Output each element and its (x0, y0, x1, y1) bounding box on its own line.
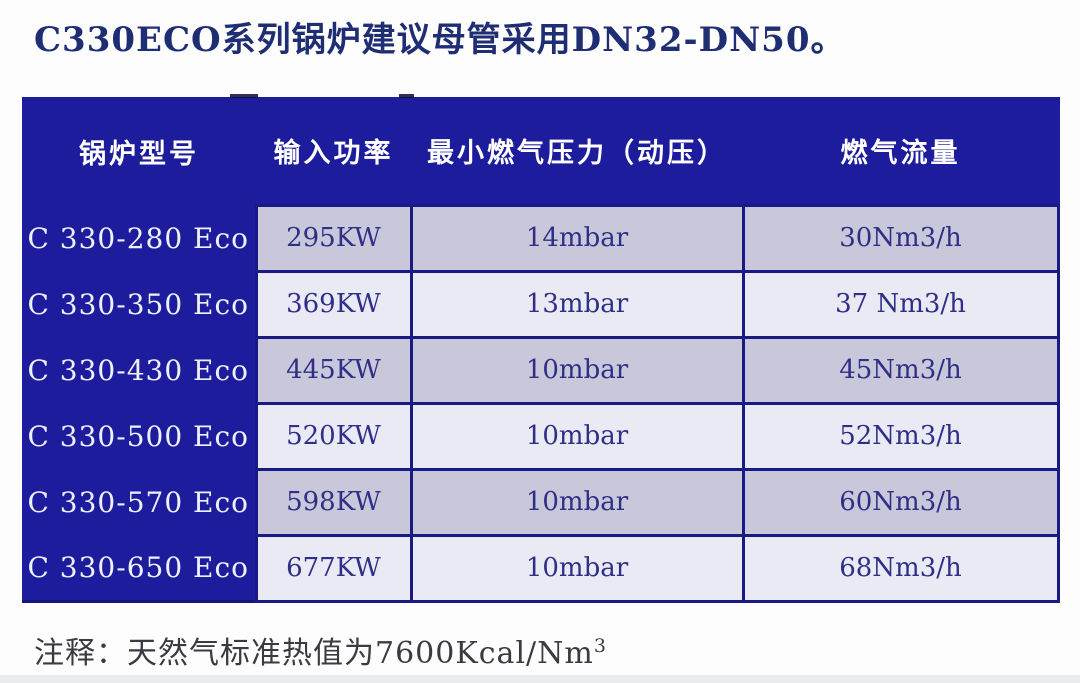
model-cell: C 330-350 Eco (27, 287, 250, 321)
table-row: C 330-650 Eco 677KW 10mbar 68Nm3/h (22, 533, 1060, 603)
page-title: C330ECO系列锅炉建议母管采用DN32-DN50。 (34, 20, 846, 60)
table-row: C 330-500 Eco 520KW 10mbar 52Nm3/h (22, 401, 1060, 471)
model-cell: C 330-280 Eco (27, 221, 250, 255)
power-cell: 445KW (254, 335, 413, 405)
power-cell: 677KW (254, 533, 413, 603)
col-header-flow: 燃气流量 (840, 137, 961, 169)
pressure-cell: 10mbar (409, 335, 745, 405)
bottom-edge-strip (0, 675, 1080, 683)
table-row: C 330-280 Eco 295KW 14mbar 30Nm3/h (22, 203, 1060, 273)
model-cell: C 330-430 Eco (27, 353, 250, 387)
artifact-mark (230, 94, 258, 98)
table-row: C 330-570 Eco 598KW 10mbar 60Nm3/h (22, 467, 1060, 537)
pressure-cell: 13mbar (409, 269, 745, 339)
artifact-mark (399, 94, 414, 98)
table-row: C 330-430 Eco 445KW 10mbar 45Nm3/h (22, 335, 1060, 405)
col-header-pressure: 最小燃气压力（动压） (427, 137, 727, 169)
flow-cell: 68Nm3/h (741, 533, 1060, 603)
power-cell: 369KW (254, 269, 413, 339)
model-cell: C 330-500 Eco (27, 419, 250, 453)
table-header-row: 锅炉型号 输入功率 最小燃气压力（动压） 燃气流量 (22, 97, 1058, 205)
pressure-cell: 10mbar (409, 467, 745, 537)
pressure-cell: 10mbar (409, 401, 745, 471)
boiler-spec-table: 锅炉型号 输入功率 最小燃气压力（动压） 燃气流量 C 330-280 Eco … (22, 97, 1060, 603)
model-cell: C 330-570 Eco (27, 485, 250, 519)
col-header-power: 输入功率 (273, 137, 394, 169)
power-cell: 295KW (254, 203, 413, 273)
table-row: C 330-350 Eco 369KW 13mbar 37 Nm3/h (22, 269, 1060, 339)
footnote-superscript: 3 (593, 635, 607, 657)
flow-cell: 60Nm3/h (741, 467, 1060, 537)
pressure-cell: 10mbar (409, 533, 745, 603)
col-header-model: 锅炉型号 (79, 138, 199, 170)
flow-cell: 52Nm3/h (741, 401, 1060, 471)
pressure-cell: 14mbar (409, 203, 745, 273)
power-cell: 520KW (254, 401, 413, 471)
flow-cell: 30Nm3/h (741, 203, 1060, 273)
footnote-text: 注释：天然气标准热值为7600Kcal/Nm (34, 636, 594, 671)
footnote: 注释：天然气标准热值为7600Kcal/Nm3 (34, 628, 607, 672)
flow-cell: 45Nm3/h (741, 335, 1060, 405)
power-cell: 598KW (254, 467, 413, 537)
flow-cell: 37 Nm3/h (741, 269, 1060, 339)
model-cell: C 330-650 Eco (27, 550, 250, 584)
